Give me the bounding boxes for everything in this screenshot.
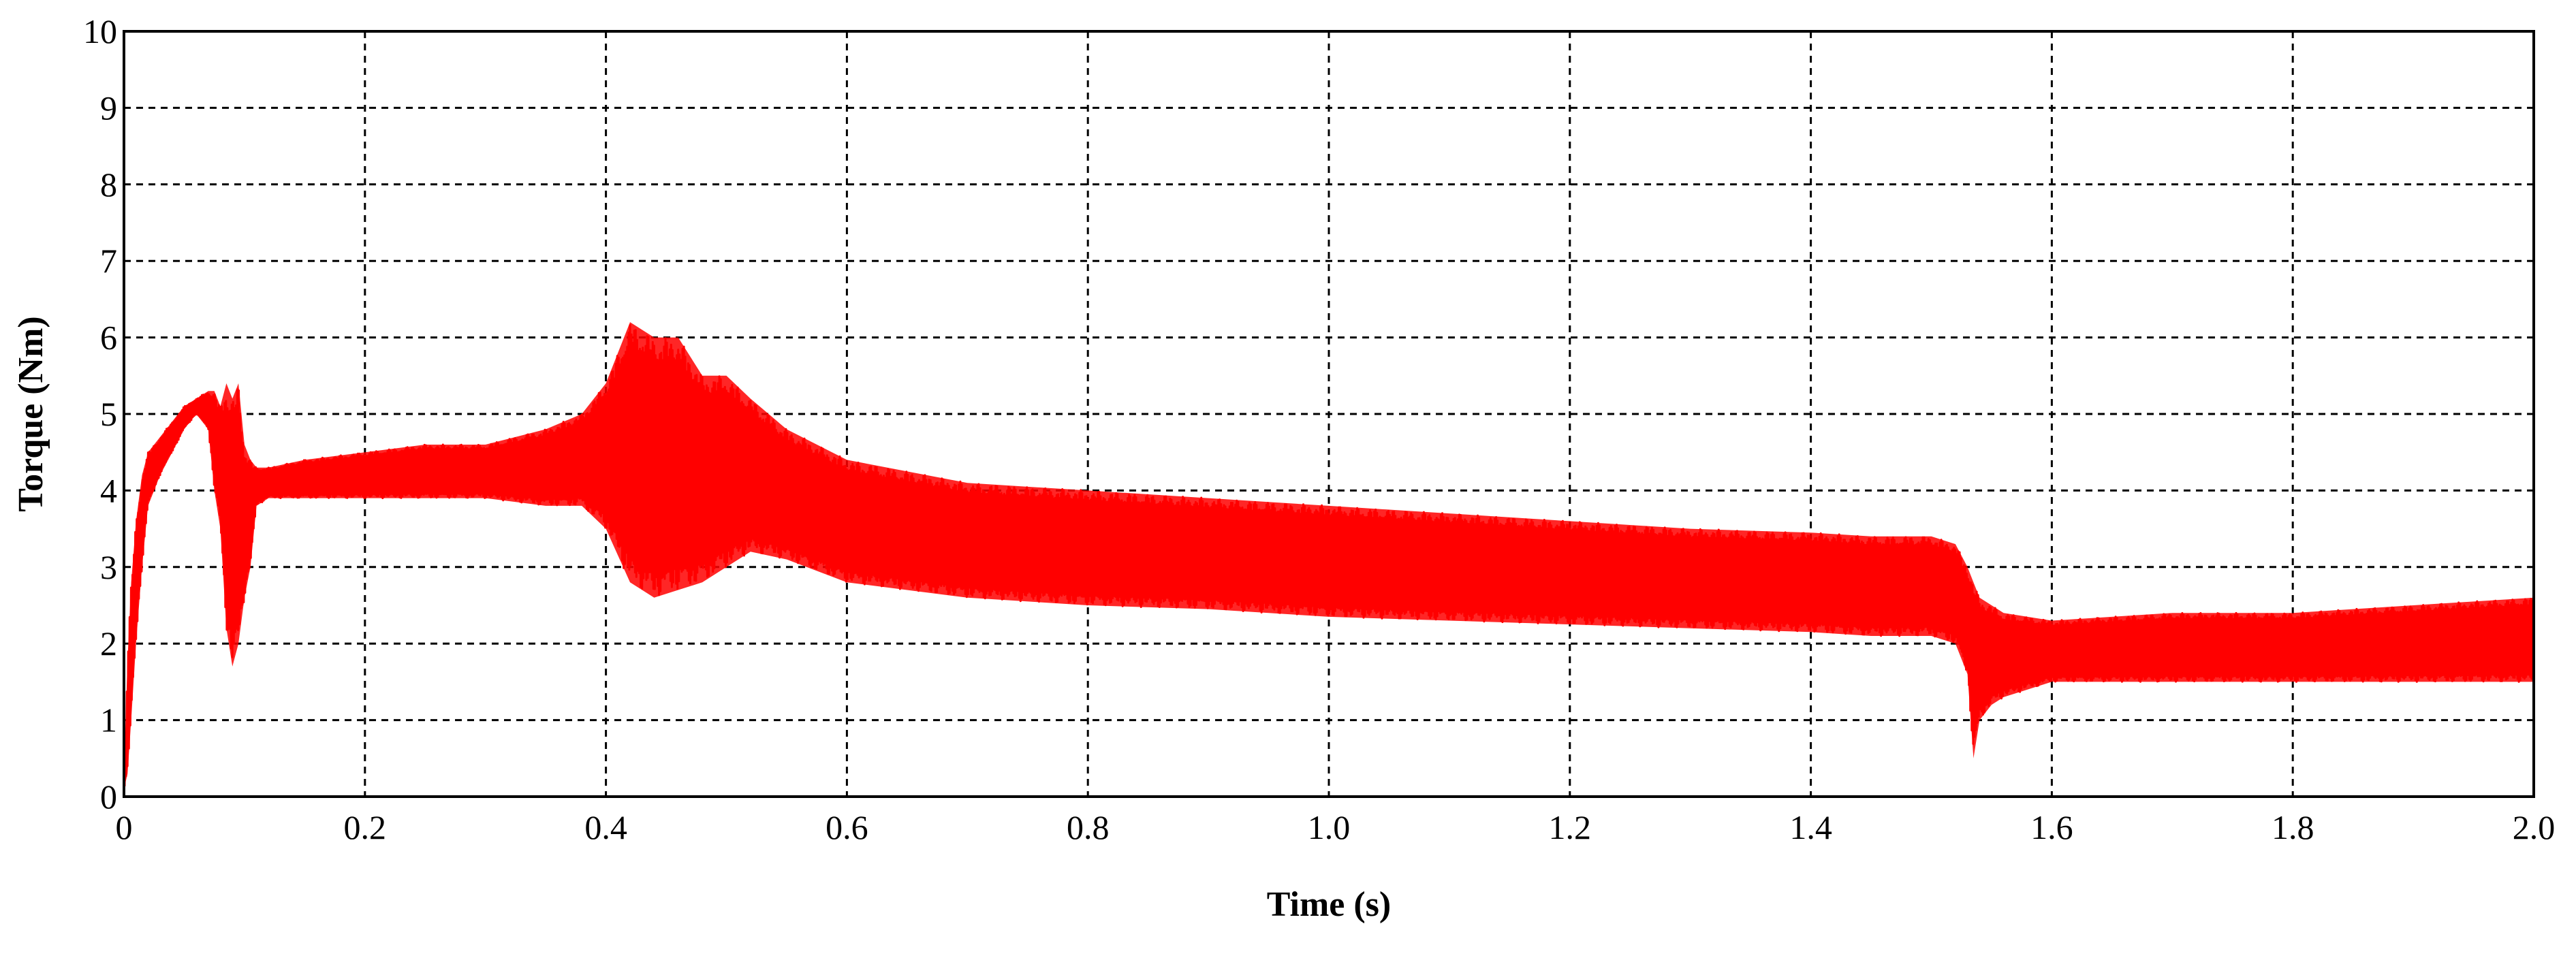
y-tick-label: 4: [100, 471, 117, 509]
y-tick-label: 8: [100, 165, 117, 204]
x-axis-title: Time (s): [1267, 885, 1391, 924]
x-tick-label: 0: [116, 808, 133, 846]
x-tick-label: 1.4: [1789, 808, 1832, 846]
x-tick-label: 2.0: [2513, 808, 2556, 846]
y-tick-label: 3: [100, 548, 117, 586]
y-tick-label: 9: [100, 89, 117, 127]
x-tick-label: 0.6: [826, 808, 868, 846]
y-tick-label: 6: [100, 319, 117, 357]
tick-labels: 0 0.2 0.4 0.6 0.8 1.0 1.2 1.4 1.6 1.8 2.0 0 1 2 3 4 5 6 7 8…: [83, 12, 2555, 846]
x-tick-label: 1.2: [1549, 808, 1592, 846]
y-axis-title: Torque (Nm): [12, 316, 50, 511]
x-tick-label: 1.6: [2030, 808, 2073, 846]
y-tick-label: 10: [83, 12, 117, 50]
x-tick-label: 0.2: [344, 808, 387, 846]
x-tick-label: 1.8: [2272, 808, 2314, 846]
y-tick-label: 2: [100, 624, 117, 662]
y-tick-label: 5: [100, 395, 117, 433]
y-tick-label: 1: [100, 701, 117, 739]
torque-series-line: [123, 324, 2535, 787]
plot-area-frame: [123, 30, 2535, 798]
x-tick-label: 0.4: [584, 808, 627, 846]
y-tick-label: 7: [100, 242, 117, 280]
x-tick-label: 1.0: [1308, 808, 1351, 846]
x-tick-label: 0.8: [1067, 808, 1110, 846]
series-layer: [123, 322, 2535, 789]
y-tick-label: 0: [100, 778, 117, 816]
